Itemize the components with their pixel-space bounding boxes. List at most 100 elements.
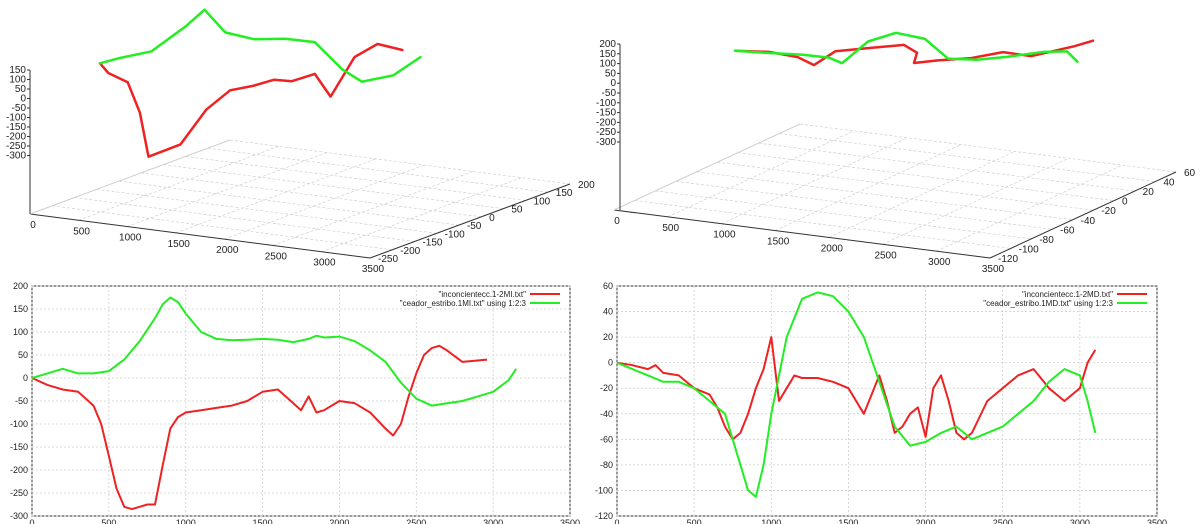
floor-gridline bbox=[272, 171, 473, 246]
floor-gridline bbox=[74, 197, 415, 242]
floor-gridline bbox=[78, 145, 279, 221]
y-axis-back-line bbox=[29, 139, 231, 215]
z-tick-label: 100 bbox=[9, 75, 26, 86]
x-tick-label: 1500 bbox=[767, 237, 790, 248]
x-tick-label: 0 bbox=[30, 220, 36, 231]
x-tick-label: 2500 bbox=[874, 250, 897, 261]
x-tick-label: 3500 bbox=[362, 264, 385, 275]
floor-gridline bbox=[52, 205, 393, 251]
floor-gridline bbox=[175, 158, 376, 234]
z-tick-label: -300 bbox=[596, 137, 616, 148]
y-tick-label: -100 bbox=[445, 229, 465, 240]
y-tick-label: 50 bbox=[18, 350, 28, 360]
x-tick-label: 2500 bbox=[993, 518, 1013, 524]
z-tick-label: 0 bbox=[610, 78, 616, 89]
x-tick-label: 1000 bbox=[761, 518, 781, 524]
y-tick-label: -60 bbox=[1060, 225, 1075, 236]
y-tick-label: 0 bbox=[489, 213, 495, 224]
legend-label: "ceador_estribo.1MD.txt" using 1:2:3 bbox=[983, 299, 1113, 308]
y-tick-label: 150 bbox=[556, 188, 573, 199]
x-tick-label: 3000 bbox=[1070, 518, 1090, 524]
y-tick-label: 100 bbox=[13, 327, 28, 337]
y-tick-label: 0 bbox=[23, 373, 28, 383]
line3d-plot-2: 05001000150020002500300035006040200-20-4… bbox=[596, 31, 1196, 275]
floor-gridline bbox=[936, 164, 1123, 252]
z-tick-label: 150 bbox=[9, 65, 26, 76]
y-tick-label: -250 bbox=[10, 488, 28, 498]
floor-gridline bbox=[163, 164, 504, 210]
z-tick-label: 50 bbox=[605, 68, 617, 79]
floor-gridline bbox=[229, 139, 571, 185]
x-tick-label: 2500 bbox=[265, 251, 288, 262]
legend-label: "inconcientecc.1-2MD.txt" bbox=[1022, 290, 1113, 299]
x-tick-label: 2000 bbox=[821, 243, 844, 254]
z-tick-label: -50 bbox=[602, 88, 617, 99]
series-line-green bbox=[31, 296, 518, 407]
z-tick-label: 50 bbox=[15, 84, 27, 95]
y-tick-label: -100 bbox=[10, 419, 28, 429]
floor-gridline bbox=[127, 152, 328, 227]
series-curve-green bbox=[733, 31, 1079, 65]
floor-gridline bbox=[882, 157, 1069, 245]
x-tick-label: 500 bbox=[687, 518, 702, 524]
x-tick-label: 2500 bbox=[406, 518, 426, 524]
y-tick-label: -50 bbox=[467, 221, 482, 232]
floor-gridline bbox=[717, 161, 1094, 211]
y-tick-label: -100 bbox=[1019, 244, 1039, 255]
series-line-red bbox=[616, 336, 1097, 441]
z-tick-label: -100 bbox=[6, 113, 26, 124]
floor-gridline bbox=[779, 133, 1156, 182]
z-tick-label: -50 bbox=[12, 103, 27, 114]
z-tick-label: -200 bbox=[6, 132, 26, 143]
y-axis-back-line bbox=[613, 123, 801, 211]
series-curve-red bbox=[98, 42, 404, 158]
floor-gridline bbox=[799, 123, 1177, 173]
line-plot-4: 0 500 1000 1500 2000 2500 3000 3500 60 40 20 0 -20 -4… bbox=[595, 281, 1167, 524]
y-tick-label: -300 bbox=[10, 511, 28, 521]
y-tick-label: 0 bbox=[1122, 197, 1128, 208]
y-tick-label: 100 bbox=[534, 196, 551, 207]
y-tick-label: -100 bbox=[595, 485, 613, 495]
x-tick-label: 2000 bbox=[916, 518, 936, 524]
y-tick-label: 150 bbox=[13, 304, 28, 314]
floor-gridline bbox=[675, 180, 1053, 230]
z-tick-label: -100 bbox=[596, 98, 616, 109]
legend-label: "ceador_estribo.1MI.txt" using 1:2:3 bbox=[400, 299, 527, 308]
x-axis-line bbox=[29, 213, 371, 259]
y-tick-label: -20 bbox=[600, 383, 613, 393]
y-tick-label: -150 bbox=[10, 442, 28, 452]
series-curve-green bbox=[98, 8, 422, 83]
x-tick-label: 2000 bbox=[329, 518, 349, 524]
z-tick-label: 100 bbox=[599, 59, 616, 70]
x-tick-label: 1000 bbox=[119, 233, 142, 244]
legend-label: "inconcientecc.1-2MI.txt" bbox=[439, 290, 527, 299]
x-tick-label: 3500 bbox=[1147, 518, 1167, 524]
y-tick-label: -80 bbox=[1039, 235, 1054, 246]
x-tick-label: 3000 bbox=[313, 258, 336, 269]
line-plot-3: 0 500 1000 1500 2000 2500 3000 3500200150100500… bbox=[10, 281, 580, 524]
floor-gridline bbox=[655, 190, 1032, 240]
floor-gridline bbox=[828, 151, 1016, 238]
y-tick-label: 60 bbox=[1184, 168, 1196, 179]
y-tick-label: -80 bbox=[600, 460, 613, 470]
x-tick-label: 500 bbox=[662, 223, 679, 234]
floor-gridline bbox=[721, 137, 908, 225]
y-tick-label: 20 bbox=[1143, 187, 1155, 198]
y-tick-label: -200 bbox=[10, 465, 28, 475]
floor-gridline bbox=[207, 147, 548, 193]
floor-gridline bbox=[758, 142, 1135, 192]
z-tick-label: -250 bbox=[596, 127, 616, 138]
x-tick-label: 1000 bbox=[713, 230, 736, 241]
z-tick-label: -150 bbox=[596, 108, 616, 119]
x-tick-label: 0 bbox=[614, 518, 619, 524]
floor-gridline bbox=[141, 172, 482, 218]
y-tick-label: -50 bbox=[15, 396, 28, 406]
y-tick-label: -40 bbox=[600, 409, 613, 419]
y-tick-label: -120 bbox=[998, 254, 1018, 265]
y-axis-line bbox=[369, 183, 571, 259]
floor-gridline bbox=[737, 152, 1115, 202]
y-tick-label: -60 bbox=[600, 434, 613, 444]
floor-gridline bbox=[96, 188, 437, 234]
y-tick-label: -120 bbox=[595, 511, 613, 521]
